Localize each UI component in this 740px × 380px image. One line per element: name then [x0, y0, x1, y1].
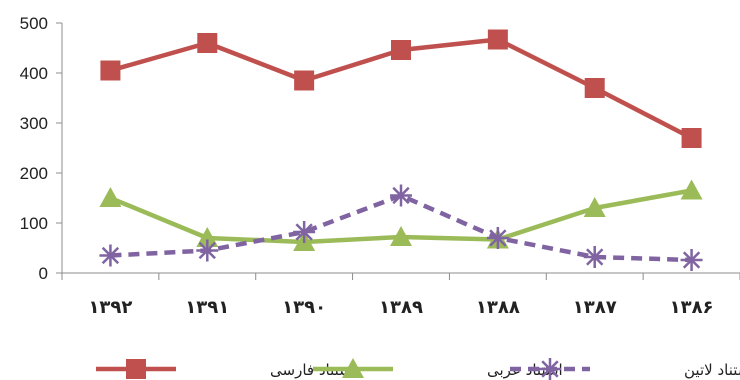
data-point-series-1: [391, 40, 411, 60]
y-tick-label: 400: [20, 64, 48, 83]
x-tick-label: ۱۳۹۱: [185, 297, 229, 318]
data-point-series-2: [680, 179, 703, 200]
data-point-series-1: [294, 70, 315, 91]
data-point-series-3: [583, 246, 606, 268]
data-point-series-3: [196, 239, 219, 262]
y-tick-label: 100: [20, 214, 48, 233]
y-tick-label: 300: [20, 114, 48, 133]
x-tick-label: ۱۳۹۲: [88, 297, 132, 318]
x-tick-label: ۱۳۸۹: [379, 297, 423, 318]
x-tick-label: ۱۳۸۷: [573, 297, 617, 318]
y-tick-label: 0: [39, 264, 48, 283]
legend-marker-1: [126, 359, 146, 379]
data-point-series-2: [583, 197, 606, 217]
x-tick-label: ۱۳۸۸: [476, 297, 520, 318]
x-tick-label: ۱۳۸۶: [670, 297, 714, 318]
data-point-series-3: [99, 244, 122, 267]
legend-marker-2: [342, 358, 364, 378]
legend-label: استناد فارسی: [270, 361, 356, 379]
data-point-series-1: [681, 128, 702, 148]
legend-marker-3: [539, 358, 561, 380]
data-point-series-1: [100, 60, 121, 81]
y-tick-label: 200: [20, 164, 48, 183]
data-point-series-3: [680, 249, 703, 271]
data-point-series-1: [584, 78, 605, 98]
data-point-series-3: [390, 184, 412, 207]
data-point-series-2: [390, 226, 412, 246]
data-point-series-2: [196, 227, 219, 247]
data-point-series-1: [487, 29, 508, 50]
data-point-series-1: [197, 33, 218, 53]
data-point-series-3: [486, 227, 509, 249]
legend-label: استناد لاتین: [684, 361, 740, 379]
y-tick-label: 500: [20, 14, 48, 33]
x-tick-label: ۱۳۹۰: [282, 297, 326, 318]
data-point-series-2: [99, 187, 122, 207]
data-point-series-3: [293, 221, 316, 243]
